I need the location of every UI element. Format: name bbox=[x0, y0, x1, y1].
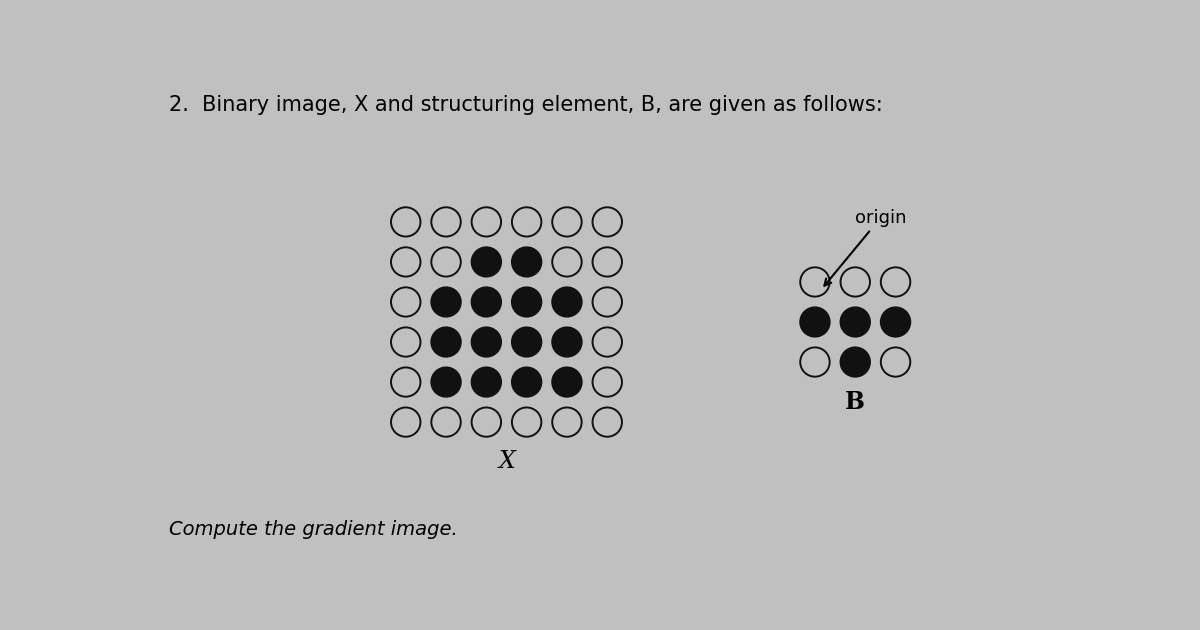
Circle shape bbox=[431, 367, 461, 397]
Text: X: X bbox=[498, 450, 515, 473]
Circle shape bbox=[552, 367, 582, 397]
Circle shape bbox=[840, 347, 870, 377]
Circle shape bbox=[512, 248, 541, 277]
Circle shape bbox=[552, 328, 582, 357]
Text: B: B bbox=[845, 390, 865, 414]
Text: 2.  Binary image, X and structuring element, B, are given as follows:: 2. Binary image, X and structuring eleme… bbox=[169, 95, 883, 115]
Circle shape bbox=[512, 287, 541, 317]
Circle shape bbox=[431, 287, 461, 317]
Circle shape bbox=[881, 307, 911, 336]
Text: origin: origin bbox=[824, 209, 906, 286]
Circle shape bbox=[472, 328, 502, 357]
Circle shape bbox=[512, 328, 541, 357]
Circle shape bbox=[472, 287, 502, 317]
Circle shape bbox=[800, 307, 829, 336]
Circle shape bbox=[512, 367, 541, 397]
Circle shape bbox=[552, 287, 582, 317]
Circle shape bbox=[472, 367, 502, 397]
Circle shape bbox=[431, 328, 461, 357]
Circle shape bbox=[840, 307, 870, 336]
Text: Compute the gradient image.: Compute the gradient image. bbox=[169, 520, 458, 539]
Circle shape bbox=[472, 248, 502, 277]
